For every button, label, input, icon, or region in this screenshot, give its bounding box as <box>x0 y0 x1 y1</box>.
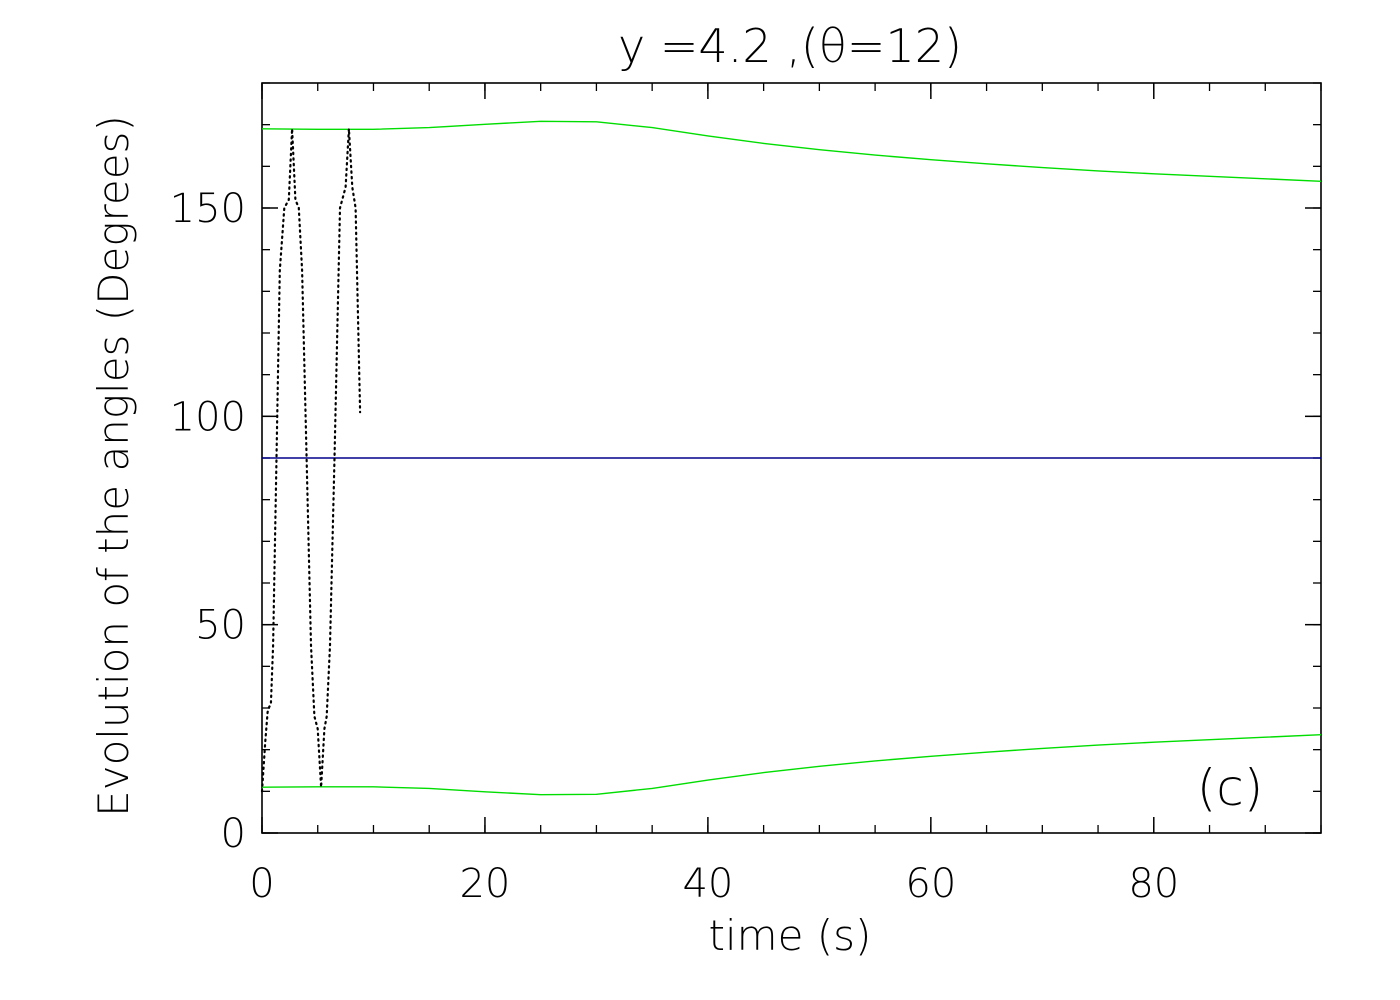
series-line-4 <box>260 127 362 793</box>
series-line-1 <box>261 120 1322 182</box>
chart-title: y =4.2 ,(θ=12) <box>618 19 962 73</box>
y-tick-label: 0 <box>221 811 246 857</box>
series-layer <box>260 120 1322 796</box>
series-line-2 <box>261 734 1322 796</box>
x-tick-label: 60 <box>905 861 956 907</box>
x-tick-label: 0 <box>249 861 274 907</box>
x-tick-labels: 0 20 40 60 80 <box>249 861 1179 907</box>
panel-label: (c) <box>1197 759 1264 817</box>
major-ticks <box>261 83 1321 834</box>
x-axis-label: time (s) <box>709 911 872 960</box>
y-tick-label: 50 <box>195 603 246 649</box>
x-tick-label: 80 <box>1128 861 1179 907</box>
y-tick-label: 150 <box>170 186 246 232</box>
y-tick-label: 100 <box>170 394 246 440</box>
x-tick-label: 40 <box>682 861 733 907</box>
y-axis-label: Evolution of the angles (Degrees) <box>89 115 138 817</box>
x-tick-label: 20 <box>459 861 510 907</box>
y-tick-labels: 0 50 100 150 <box>170 186 246 857</box>
